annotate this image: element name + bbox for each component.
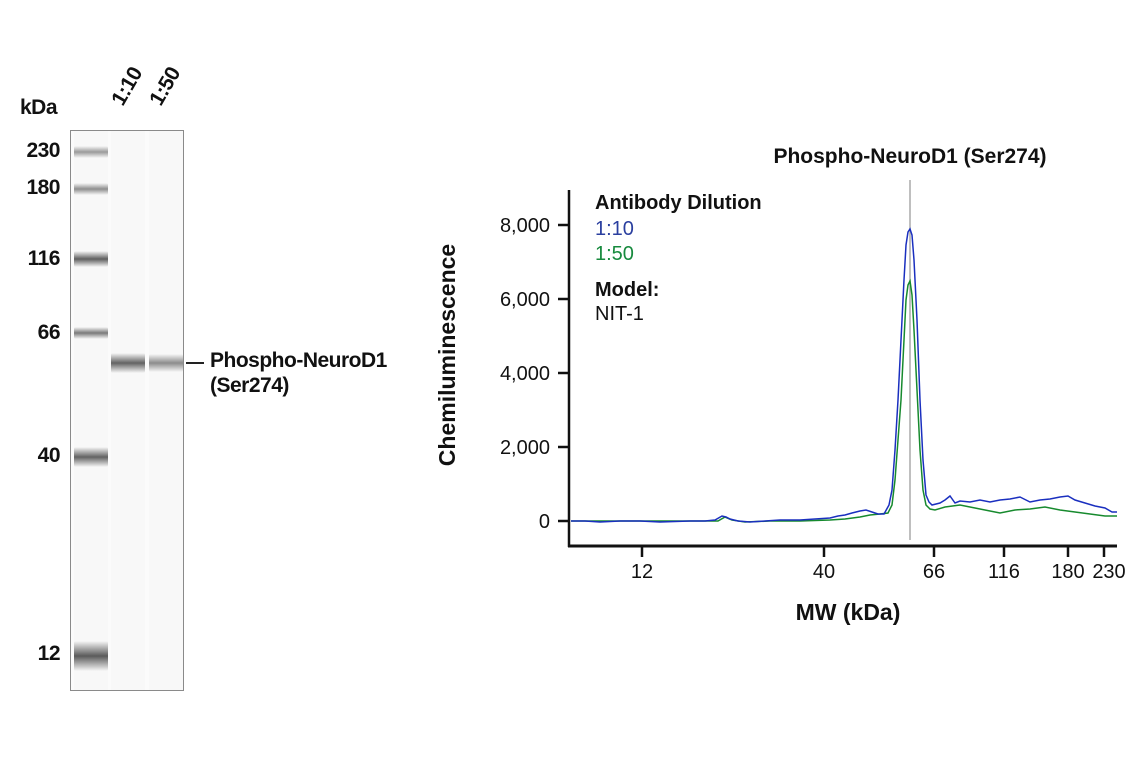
ladder-band-116	[74, 251, 108, 267]
series-line-1-10	[571, 227, 1117, 523]
y-tick-labels: 8,000 6,000 4,000 2,000 0	[500, 215, 550, 533]
marker-label-230: 230	[26, 139, 60, 162]
x-tick-230: 230	[1092, 561, 1125, 583]
chart-title: Phospho-NeuroD1 (Ser274)	[773, 145, 1046, 168]
target-band-1-10	[111, 353, 145, 373]
legend-title: Antibody Dilution	[595, 192, 762, 214]
legend-entry-1-10: 1:10	[595, 218, 634, 240]
x-tick-180: 180	[1051, 561, 1084, 583]
model-value: NIT-1	[595, 303, 644, 325]
y-tick-4000: 4,000	[500, 363, 550, 385]
sample-lane-1-10	[111, 131, 145, 690]
ladder-band-66	[74, 327, 108, 339]
x-ticks	[640, 546, 1106, 557]
y-tick-2000: 2,000	[500, 437, 550, 459]
y-axis-label: Chemiluminescence	[434, 244, 460, 466]
marker-label-40: 40	[37, 444, 61, 467]
marker-label-116: 116	[27, 247, 61, 270]
ladder-band-12	[74, 641, 108, 671]
x-axis-label: MW (kDa)	[796, 599, 901, 625]
x-tick-labels: 12 40 66 116 180 230	[631, 561, 1126, 583]
y-ticks	[558, 223, 569, 523]
ladder-band-40	[74, 447, 108, 467]
marker-label-12: 12	[37, 642, 61, 665]
sample-lane-1-50	[149, 131, 183, 690]
target-pointer-line	[186, 362, 204, 364]
x-tick-40: 40	[813, 561, 835, 583]
legend: Antibody Dilution 1:10 1:50 Model: NIT-1	[595, 192, 762, 325]
ladder-band-230	[74, 146, 108, 158]
marker-label-66: 66	[37, 321, 61, 344]
y-tick-0: 0	[539, 511, 550, 533]
target-band-label: Phospho-NeuroD1 (Ser274)	[210, 348, 387, 398]
target-label-line2: (Ser274)	[210, 374, 289, 397]
target-label-line1: Phospho-NeuroD1	[210, 349, 387, 372]
x-tick-12: 12	[631, 561, 653, 583]
blot-image	[70, 130, 184, 691]
series-line-1-50	[571, 278, 1117, 523]
ladder-band-180	[74, 183, 108, 195]
ladder-lane	[74, 131, 108, 690]
x-tick-66: 66	[923, 561, 945, 583]
kda-unit-label: kDa	[20, 96, 58, 119]
y-tick-8000: 8,000	[500, 215, 550, 237]
y-tick-6000: 6,000	[500, 289, 550, 311]
x-tick-116: 116	[988, 561, 1020, 583]
target-band-1-50	[149, 354, 183, 372]
marker-label-180: 180	[26, 176, 60, 199]
legend-entry-1-50: 1:50	[595, 243, 634, 265]
model-label: Model:	[595, 279, 659, 301]
